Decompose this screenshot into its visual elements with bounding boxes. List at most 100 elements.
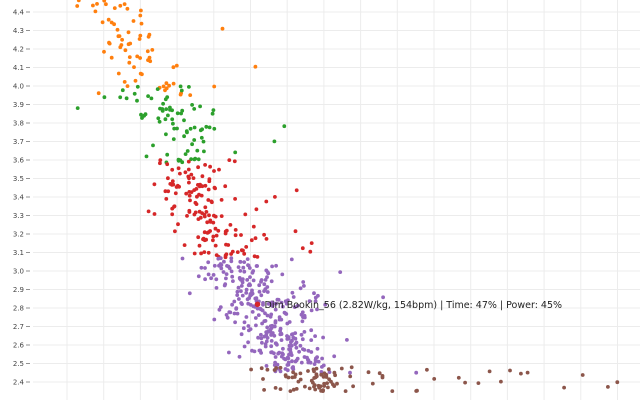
data-point[interactable] <box>309 378 314 383</box>
data-point[interactable] <box>163 117 168 122</box>
data-point[interactable] <box>273 341 278 346</box>
data-point[interactable] <box>293 342 298 347</box>
data-point[interactable] <box>246 340 251 345</box>
data-point[interactable] <box>580 373 585 377</box>
data-point[interactable] <box>240 302 244 306</box>
data-point[interactable] <box>519 371 523 376</box>
data-point[interactable] <box>212 185 217 190</box>
data-point[interactable] <box>268 327 273 332</box>
data-point[interactable] <box>242 269 247 274</box>
data-point[interactable] <box>143 112 148 117</box>
data-point[interactable] <box>208 220 213 224</box>
data-point[interactable] <box>273 307 278 312</box>
data-point[interactable] <box>343 389 348 393</box>
data-point[interactable] <box>198 104 203 109</box>
data-point[interactable] <box>366 370 371 375</box>
data-point[interactable] <box>259 293 264 298</box>
data-point[interactable] <box>313 334 317 338</box>
data-point[interactable] <box>189 172 194 177</box>
data-point[interactable] <box>264 364 269 368</box>
data-point[interactable] <box>241 326 246 331</box>
data-point[interactable] <box>299 360 304 365</box>
data-point[interactable] <box>302 355 307 359</box>
data-point[interactable] <box>300 246 305 251</box>
data-point[interactable] <box>287 320 292 324</box>
data-point[interactable] <box>325 381 329 385</box>
data-point[interactable] <box>250 348 254 353</box>
data-point[interactable] <box>179 88 184 93</box>
data-point[interactable] <box>146 209 151 214</box>
data-point[interactable] <box>256 335 260 340</box>
data-point[interactable] <box>285 334 289 338</box>
data-point[interactable] <box>138 13 143 18</box>
data-point[interactable] <box>219 214 224 219</box>
data-point[interactable] <box>262 289 266 293</box>
data-point[interactable] <box>291 370 295 375</box>
data-point[interactable] <box>198 215 203 220</box>
data-point[interactable] <box>269 344 274 349</box>
data-point[interactable] <box>224 272 229 276</box>
data-point[interactable] <box>185 130 189 135</box>
data-point[interactable] <box>178 84 183 89</box>
data-point[interactable] <box>205 231 210 235</box>
data-point[interactable] <box>229 252 234 256</box>
data-point[interactable] <box>189 157 194 162</box>
data-point[interactable] <box>240 277 245 282</box>
data-point[interactable] <box>138 71 143 76</box>
data-point[interactable] <box>228 223 233 227</box>
data-point[interactable] <box>214 277 219 282</box>
data-point[interactable] <box>254 296 259 301</box>
data-point[interactable] <box>238 269 243 273</box>
data-point[interactable] <box>227 350 231 355</box>
data-point[interactable] <box>261 377 265 381</box>
data-point[interactable] <box>209 276 214 281</box>
data-point[interactable] <box>239 284 244 288</box>
data-point[interactable] <box>147 55 152 60</box>
data-point[interactable] <box>234 307 239 311</box>
data-point[interactable] <box>264 199 269 204</box>
data-point[interactable] <box>265 367 270 372</box>
data-point[interactable] <box>301 347 305 351</box>
data-point[interactable] <box>119 43 124 47</box>
data-point[interactable] <box>123 48 128 53</box>
data-point[interactable] <box>235 293 240 297</box>
data-point[interactable] <box>164 107 169 111</box>
data-point[interactable] <box>269 333 273 337</box>
data-point[interactable] <box>165 152 170 157</box>
data-point[interactable] <box>308 249 313 254</box>
data-point[interactable] <box>179 111 184 116</box>
data-point[interactable] <box>112 6 117 10</box>
data-point[interactable] <box>278 326 283 331</box>
data-point[interactable] <box>212 317 217 322</box>
data-point[interactable] <box>257 289 262 294</box>
data-point[interactable] <box>225 315 230 320</box>
data-point[interactable] <box>166 176 170 181</box>
data-point[interactable] <box>214 233 219 238</box>
data-point[interactable] <box>301 280 306 284</box>
data-point[interactable] <box>192 138 197 142</box>
data-point[interactable] <box>294 345 299 350</box>
data-point[interactable] <box>278 369 283 374</box>
data-point[interactable] <box>176 166 181 171</box>
data-point[interactable] <box>202 250 207 255</box>
data-point[interactable] <box>295 303 300 308</box>
data-point[interactable] <box>262 388 266 392</box>
data-point[interactable] <box>170 179 175 184</box>
data-point[interactable] <box>245 278 250 282</box>
data-point[interactable] <box>138 33 143 38</box>
data-point[interactable] <box>127 60 132 65</box>
data-point[interactable] <box>190 103 195 107</box>
data-point[interactable] <box>232 299 237 304</box>
data-point[interactable] <box>204 124 209 129</box>
data-point[interactable] <box>106 17 111 22</box>
data-point[interactable] <box>127 55 132 59</box>
data-point[interactable] <box>262 334 267 339</box>
data-point[interactable] <box>283 299 288 304</box>
data-point[interactable] <box>294 188 299 193</box>
data-point[interactable] <box>274 301 278 306</box>
data-point[interactable] <box>224 228 229 233</box>
data-point[interactable] <box>195 148 200 153</box>
data-point[interactable] <box>122 80 127 84</box>
data-point[interactable] <box>257 348 262 353</box>
data-point[interactable] <box>186 159 191 164</box>
